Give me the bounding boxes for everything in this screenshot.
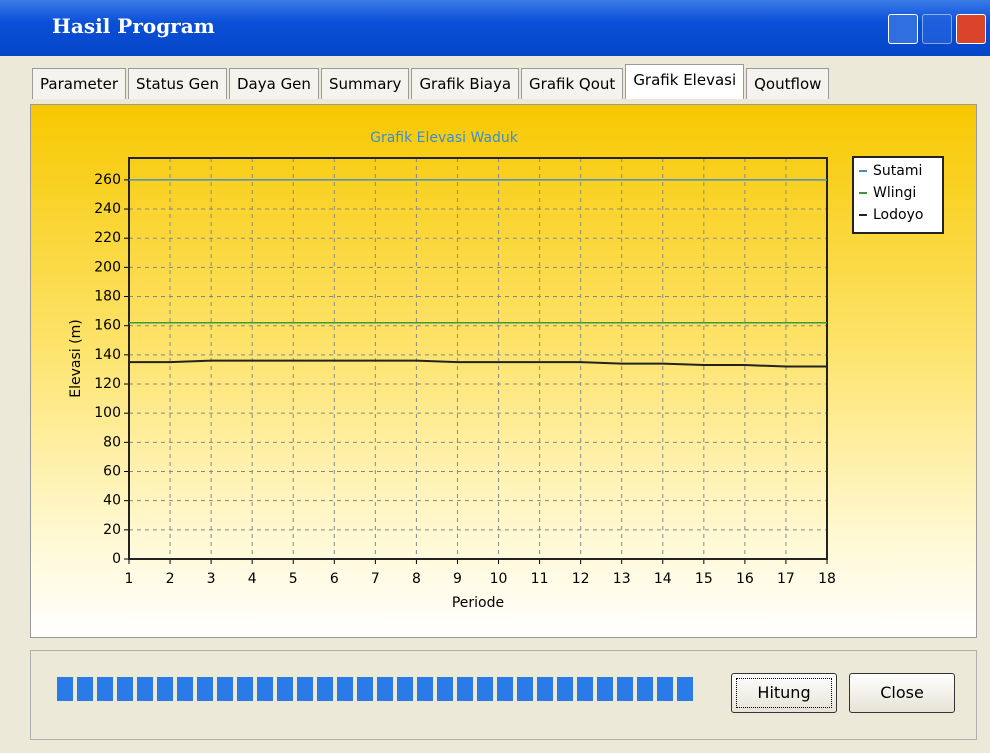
x-tick-label: 10 bbox=[490, 571, 508, 587]
y-tick-label: 60 bbox=[103, 464, 121, 480]
y-tick-label: 100 bbox=[94, 405, 121, 421]
y-tick-label: 140 bbox=[94, 347, 121, 363]
x-tick-label: 5 bbox=[289, 571, 298, 587]
progress-block bbox=[477, 677, 493, 701]
legend-label: Lodoyo bbox=[873, 207, 923, 223]
progress-block bbox=[557, 677, 573, 701]
progress-block bbox=[577, 677, 593, 701]
progress-block bbox=[297, 677, 313, 701]
progress-block bbox=[137, 677, 153, 701]
y-tick-label: 200 bbox=[94, 259, 121, 275]
minimize-button[interactable] bbox=[888, 14, 918, 44]
y-tick-label: 240 bbox=[94, 201, 121, 217]
progress-block bbox=[97, 677, 113, 701]
tab[interactable]: Grafik Elevasi bbox=[625, 64, 744, 99]
progress-block bbox=[417, 677, 433, 701]
progress-block bbox=[217, 677, 233, 701]
progress-block bbox=[537, 677, 553, 701]
progress-block bbox=[677, 677, 693, 701]
window-title: Hasil Program bbox=[52, 14, 215, 38]
x-tick-label: 4 bbox=[248, 571, 257, 587]
x-tick-label: 1 bbox=[125, 571, 134, 587]
close-button[interactable]: Close bbox=[849, 673, 955, 713]
progress-block bbox=[497, 677, 513, 701]
progress-block bbox=[57, 677, 73, 701]
progress-block bbox=[177, 677, 193, 701]
tab[interactable]: Qoutflow bbox=[746, 68, 829, 99]
y-tick-label: 40 bbox=[103, 493, 121, 509]
y-tick-label: 220 bbox=[94, 230, 121, 246]
maximize-button bbox=[922, 14, 952, 44]
bottom-group: Hitung Close bbox=[30, 650, 977, 740]
y-axis-label: Elevasi (m) bbox=[68, 319, 84, 397]
progress-block bbox=[637, 677, 653, 701]
progress-block bbox=[457, 677, 473, 701]
progress-block bbox=[277, 677, 293, 701]
progress-block bbox=[657, 677, 673, 701]
tab[interactable]: Daya Gen bbox=[229, 68, 319, 99]
y-tick-label: 80 bbox=[103, 434, 121, 450]
progress-block bbox=[117, 677, 133, 701]
tab[interactable]: Grafik Biaya bbox=[411, 68, 519, 99]
progress-block bbox=[157, 677, 173, 701]
progress-block bbox=[597, 677, 613, 701]
x-tick-label: 12 bbox=[572, 571, 590, 587]
x-tick-label: 18 bbox=[818, 571, 836, 587]
x-tick-label: 8 bbox=[412, 571, 421, 587]
hitung-button[interactable]: Hitung bbox=[731, 673, 837, 713]
y-tick-label: 160 bbox=[94, 318, 121, 334]
tab[interactable]: Status Gen bbox=[128, 68, 227, 99]
progress-block bbox=[397, 677, 413, 701]
y-tick-label: 20 bbox=[103, 522, 121, 538]
x-tick-label: 9 bbox=[453, 571, 462, 587]
tab[interactable]: Summary bbox=[321, 68, 410, 99]
x-tick-label: 14 bbox=[654, 571, 672, 587]
progress-block bbox=[617, 677, 633, 701]
y-tick-label: 0 bbox=[112, 551, 121, 567]
progress-block bbox=[77, 677, 93, 701]
progress-block bbox=[377, 677, 393, 701]
plot-frame bbox=[129, 158, 827, 559]
line bbox=[129, 361, 827, 367]
window: Hasil Program ParameterStatus GenDaya Ge… bbox=[0, 0, 990, 753]
x-tick-label: 7 bbox=[371, 571, 380, 587]
x-tick-label: 6 bbox=[330, 571, 339, 587]
progress-bar bbox=[57, 677, 701, 701]
chart-title: Grafik Elevasi Waduk bbox=[370, 130, 519, 146]
y-tick-label: 260 bbox=[94, 172, 121, 188]
x-tick-label: 15 bbox=[695, 571, 713, 587]
x-tick-label: 2 bbox=[166, 571, 175, 587]
legend-label: Sutami bbox=[873, 163, 922, 179]
legend-label: Wlingi bbox=[873, 185, 916, 201]
x-tick-label: 13 bbox=[613, 571, 631, 587]
progress-block bbox=[437, 677, 453, 701]
title-bar: Hasil Program bbox=[0, 0, 990, 56]
y-tick-label: 180 bbox=[94, 289, 121, 305]
progress-block bbox=[257, 677, 273, 701]
progress-block bbox=[357, 677, 373, 701]
tab[interactable]: Grafik Qout bbox=[521, 68, 623, 99]
x-tick-label: 3 bbox=[207, 571, 216, 587]
close-window-button[interactable] bbox=[956, 14, 986, 44]
progress-block bbox=[237, 677, 253, 701]
x-tick-label: 17 bbox=[777, 571, 795, 587]
progress-block bbox=[317, 677, 333, 701]
x-axis-label: Periode bbox=[452, 595, 504, 611]
tab[interactable]: Parameter bbox=[32, 68, 126, 99]
progress-block bbox=[517, 677, 533, 701]
x-tick-label: 16 bbox=[736, 571, 754, 587]
y-tick-label: 120 bbox=[94, 376, 121, 392]
progress-block bbox=[197, 677, 213, 701]
chart: Grafik Elevasi Waduk02040608010012014016… bbox=[31, 105, 976, 637]
progress-block bbox=[337, 677, 353, 701]
x-tick-label: 11 bbox=[531, 571, 549, 587]
